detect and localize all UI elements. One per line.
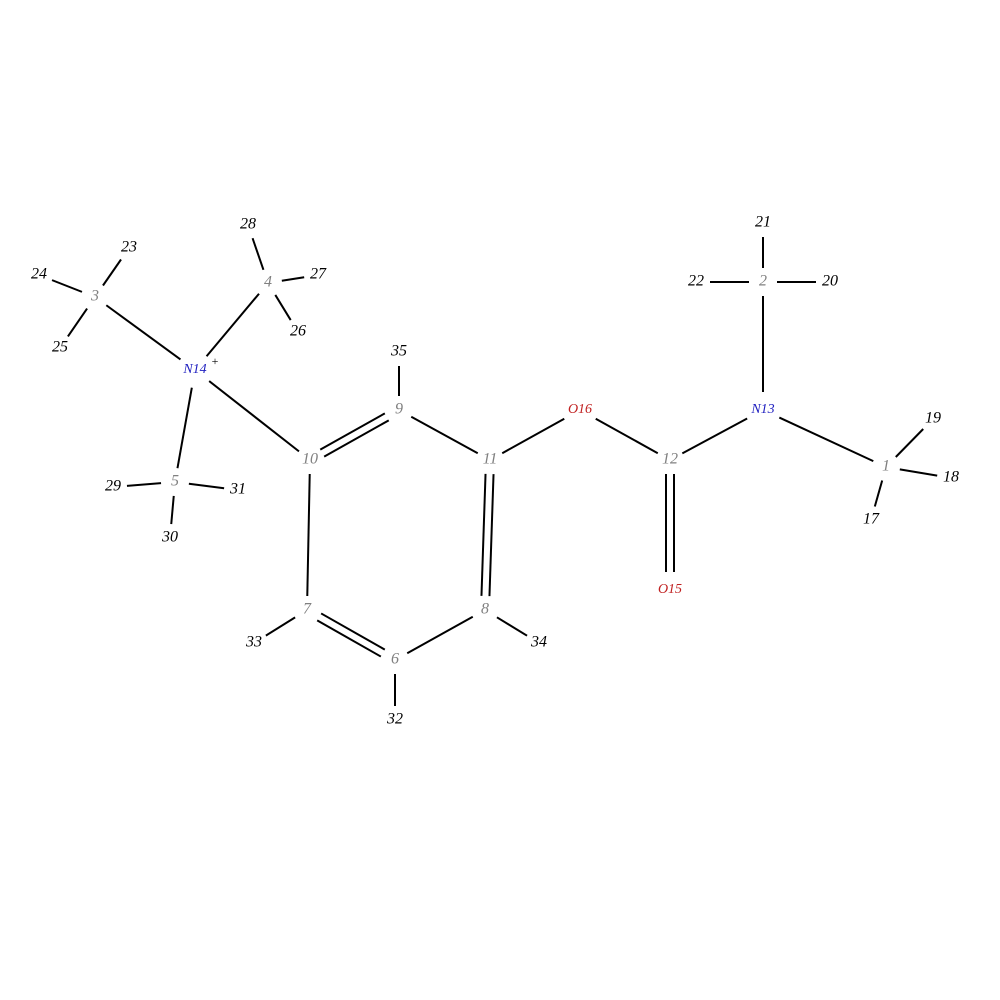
atom-label-21: 21 (755, 214, 771, 231)
bond-line (52, 280, 82, 292)
bond-line (497, 617, 527, 635)
bond-line (321, 613, 385, 649)
atom-label-6: 6 (391, 651, 399, 668)
atom-label-O16: O16 (568, 402, 592, 417)
atom-label-7: 7 (303, 601, 312, 618)
bond-line (320, 413, 385, 449)
atom-label-N13: N13 (750, 402, 774, 417)
bond-line (502, 419, 564, 453)
atom-label-26: 26 (290, 323, 306, 340)
bond-line (106, 305, 180, 359)
atom-label-4: 4 (264, 274, 272, 291)
bond-line (411, 417, 477, 454)
bond-line (900, 469, 937, 475)
bond-line (489, 474, 493, 596)
bond-line (307, 474, 309, 596)
bond-line (324, 420, 389, 456)
atom-label-33: 33 (245, 634, 262, 651)
bond-line (275, 295, 290, 320)
bond-line (266, 617, 295, 635)
atom-label-1: 1 (882, 458, 890, 475)
bond-line (177, 388, 191, 468)
atom-label-23: 23 (121, 239, 137, 256)
atom-label-20: 20 (822, 273, 838, 290)
bond-line (209, 381, 299, 451)
bond-line (189, 484, 224, 488)
atom-label-35: 35 (390, 343, 407, 360)
bond-line (317, 620, 381, 656)
atom-label-28: 28 (240, 216, 256, 233)
atom-label-O15: O15 (658, 582, 682, 597)
bond-line (896, 429, 923, 457)
bond-line (207, 294, 259, 356)
atom-label-8: 8 (481, 601, 489, 618)
bond-line (68, 309, 87, 337)
atom-label-N14: N14 (182, 362, 206, 377)
atom-label-24: 24 (31, 266, 47, 283)
bond-line (596, 419, 658, 453)
bond-line (103, 260, 121, 286)
atom-label-3: 3 (90, 288, 99, 305)
bond-line (875, 480, 882, 506)
atom-label-30: 30 (161, 529, 178, 546)
atom-label-18: 18 (943, 469, 959, 486)
atom-label-29: 29 (105, 478, 121, 495)
atom-label-27: 27 (310, 266, 327, 283)
atom-label-25: 25 (52, 339, 68, 356)
atom-label-31: 31 (229, 481, 246, 498)
bond-line (127, 483, 161, 486)
bond-line (779, 418, 873, 462)
bond-line (171, 496, 174, 524)
bond-line (682, 419, 747, 454)
bond-line (481, 474, 485, 596)
molecule-diagram: 123456789101112N13N14+O15O16171819202122… (0, 0, 1000, 1000)
atom-label-10: 10 (302, 451, 318, 468)
atom-label-5: 5 (171, 473, 179, 490)
bond-line (407, 617, 473, 653)
bond-line (253, 238, 264, 270)
atom-label-34: 34 (530, 634, 547, 651)
atom-label-11: 11 (483, 451, 498, 468)
atom-label-19: 19 (925, 410, 941, 427)
bond-line (282, 277, 304, 281)
atom-label-2: 2 (759, 273, 767, 290)
atom-label-32: 32 (386, 711, 403, 728)
atom-label-17: 17 (863, 511, 880, 528)
charge-N14: + (212, 354, 219, 368)
atom-label-22: 22 (688, 273, 704, 290)
atom-label-12: 12 (662, 451, 678, 468)
atom-label-9: 9 (395, 401, 403, 418)
